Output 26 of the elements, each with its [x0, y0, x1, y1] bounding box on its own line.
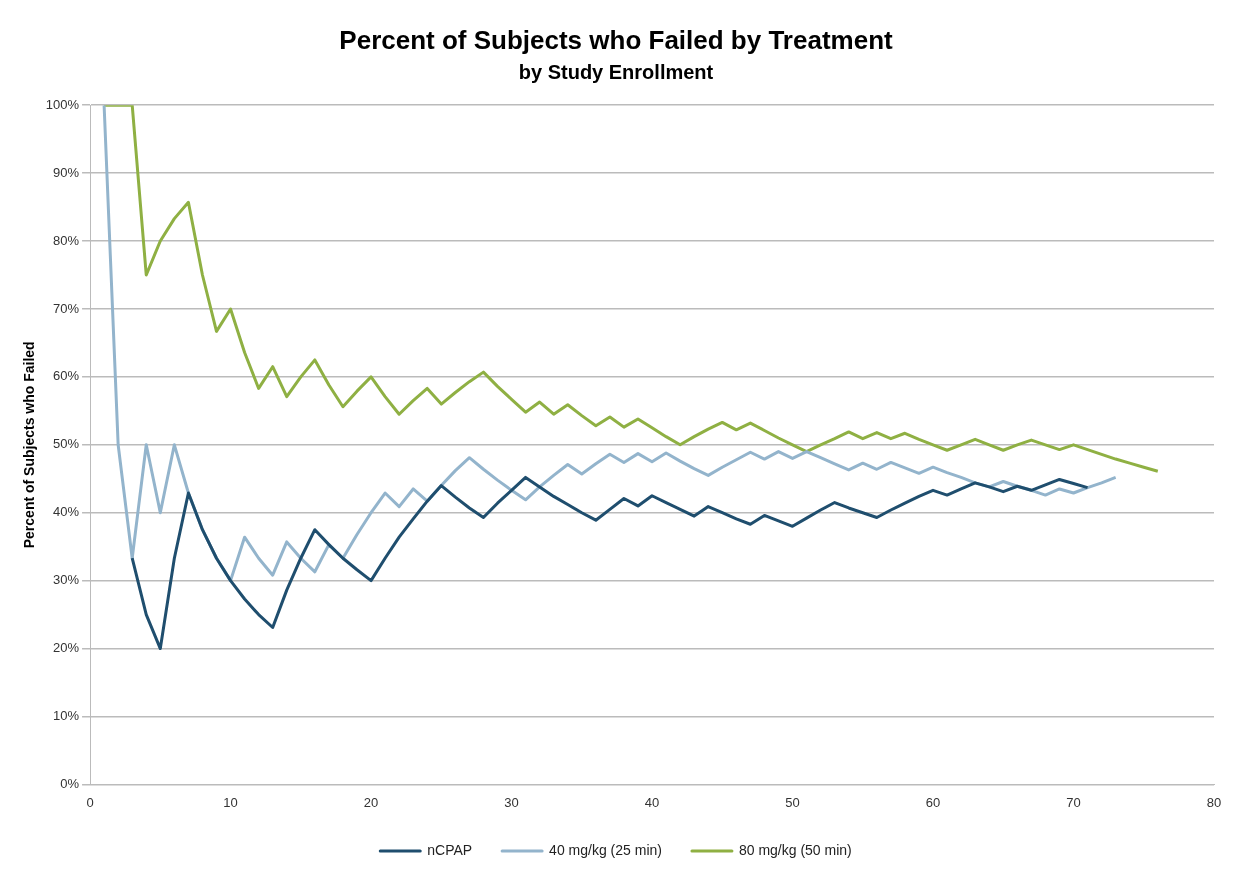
x-tick-label: 0	[86, 794, 94, 810]
x-tick-label: 40	[644, 794, 660, 810]
x-tick-label: 70	[1066, 794, 1081, 810]
x-tick-label: 10	[223, 794, 238, 810]
y-tick-label: 70%	[53, 300, 80, 316]
y-tick-label: 0%	[60, 775, 80, 791]
y-axis-title: Percent of Subjects who Failed	[21, 341, 38, 549]
x-tick-label: 20	[363, 794, 379, 810]
y-tick-label: 60%	[53, 368, 80, 384]
y-tick-label: 30%	[53, 572, 80, 588]
x-tick-label: 50	[785, 794, 800, 810]
legend-label: 40 mg/kg (25 min)	[549, 841, 662, 858]
x-tick-label: 30	[504, 794, 519, 810]
chart-title: Percent of Subjects who Failed by Treatment	[339, 24, 894, 55]
y-tick-label: 40%	[53, 504, 80, 520]
y-tick-label: 10%	[53, 708, 80, 724]
x-tick-label: 80	[1206, 794, 1222, 810]
y-tick-label: 90%	[53, 164, 80, 180]
y-tick-label: 80%	[53, 232, 80, 248]
legend-label: nCPAP	[427, 841, 473, 858]
y-tick-label: 100%	[45, 96, 80, 112]
y-tick-label: 20%	[53, 640, 80, 656]
x-tick-label: 60	[925, 794, 941, 810]
legend-label: 80 mg/kg (50 min)	[738, 841, 852, 858]
y-tick-label: 50%	[53, 436, 80, 452]
chart-subtitle: by Study Enrollment	[518, 60, 714, 83]
